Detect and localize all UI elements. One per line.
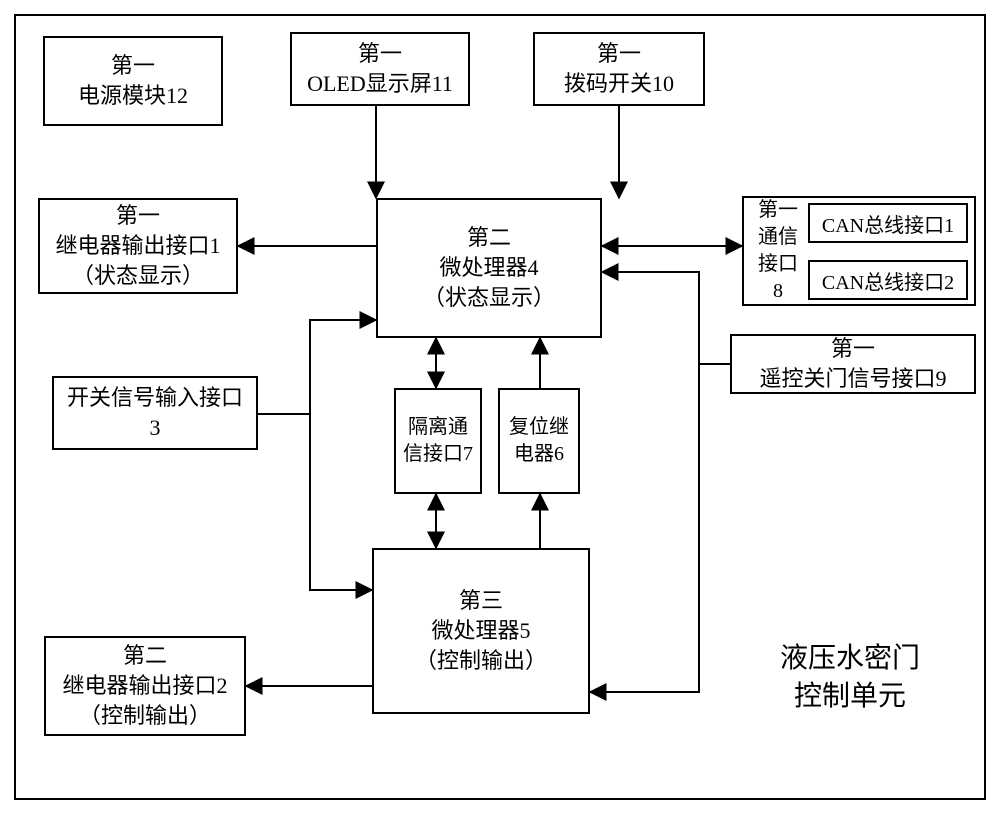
node-comm-interface-8-label: 第一通信接口8 (750, 202, 806, 300)
node-can-bus-1: CAN总线接口1 (808, 203, 968, 243)
node-can-bus-2: CAN总线接口2 (808, 260, 968, 300)
diagram-title: 液压水密门控制单元 (730, 640, 970, 716)
node-isolated-comm-7: 隔离通信接口7 (394, 388, 482, 494)
node-remote-close-signal-9: 第一遥控关门信号接口9 (730, 334, 976, 394)
node-oled-display-11: 第一OLED显示屏11 (290, 32, 470, 106)
node-power-module-12: 第一电源模块12 (43, 36, 223, 126)
node-microprocessor-5: 第三微处理器5（控制输出） (372, 548, 590, 714)
node-microprocessor-4: 第二微处理器4（状态显示） (376, 198, 602, 338)
diagram-canvas: 第一电源模块12 第一OLED显示屏11 第一拨码开关10 第一继电器输出接口1… (0, 0, 1000, 819)
node-relay-output-1: 第一继电器输出接口1（状态显示） (38, 198, 238, 294)
node-switch-signal-input-3: 开关信号输入接口3 (52, 376, 258, 450)
node-dip-switch-10: 第一拨码开关10 (533, 32, 705, 106)
node-reset-relay-6: 复位继电器6 (498, 388, 580, 494)
node-relay-output-2: 第二继电器输出接口2（控制输出） (44, 636, 246, 736)
